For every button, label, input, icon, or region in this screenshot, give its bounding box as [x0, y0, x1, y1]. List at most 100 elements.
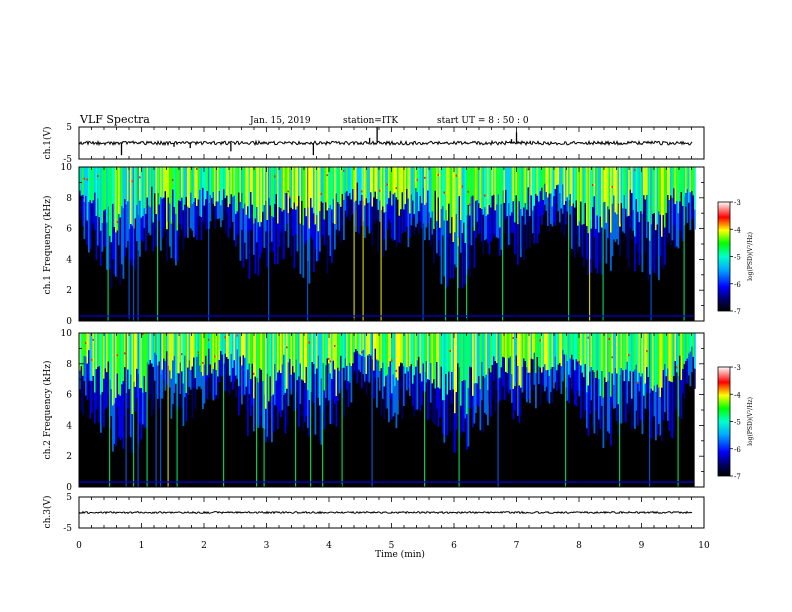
spectrogram-cell — [266, 373, 269, 437]
spectrogram-cell — [190, 333, 192, 371]
spectrogram-cell — [323, 219, 326, 246]
spectrogram-cell — [410, 194, 413, 226]
spectrogram-cell — [467, 205, 470, 270]
spectrogram-cell — [308, 333, 311, 401]
spectrogram-cell — [346, 191, 348, 217]
spectrogram-cell — [373, 333, 375, 371]
spectrogram-cell — [391, 205, 393, 239]
spectrogram-cell — [565, 201, 567, 225]
spectrogram-cell — [230, 167, 233, 195]
spectrogram-cell — [445, 373, 447, 438]
spectrogram-cell — [523, 207, 525, 261]
spectrogram-cell — [206, 375, 209, 400]
spectrogram-cell — [236, 167, 239, 212]
spectrogram-cell — [547, 333, 549, 371]
spectrogram-cell — [115, 167, 117, 233]
spectrogram-cell — [632, 210, 635, 231]
spectrogram-cell — [491, 333, 494, 366]
y-tick-label: 4 — [66, 421, 72, 431]
spectrogram-cell — [127, 333, 129, 370]
spectrogram-cell — [263, 205, 266, 249]
spectrogram-cell — [101, 392, 104, 424]
spectrogram-cell — [511, 374, 513, 403]
spectrogram-cell — [244, 357, 246, 395]
spectrogram-cell — [415, 366, 417, 411]
spectrogram-cell — [694, 333, 696, 369]
spectrogram-cell — [625, 333, 627, 370]
spectrogram-cell — [197, 199, 200, 226]
spectrogram-cell — [256, 207, 258, 243]
spectrogram-cell — [178, 373, 180, 409]
spectrogram-cell — [439, 227, 441, 257]
spectrogram-cell — [284, 167, 287, 194]
spectrogram-cell — [358, 167, 360, 205]
y-tick-label: 8 — [66, 194, 72, 204]
spectrogram-cell — [557, 364, 560, 381]
spectrogram-cell — [685, 361, 687, 385]
spectrogram-cell — [371, 206, 374, 246]
spectrogram-cell — [563, 333, 566, 355]
spectrogram-cell — [623, 381, 626, 423]
spectrogram-cell — [208, 348, 210, 377]
spectrogram-cell — [461, 381, 464, 432]
spectrogram-cell — [275, 194, 278, 229]
spectrogram-cell — [355, 200, 357, 232]
spectrogram-cell — [352, 189, 354, 215]
spectrogram-cell — [190, 167, 192, 193]
spectrogram-cell — [142, 333, 144, 393]
spectrogram-cell — [673, 188, 675, 226]
spectrogram-cell — [248, 363, 251, 395]
spectrogram-cell — [679, 167, 681, 202]
spectrogram-cell — [451, 167, 453, 218]
spectrogram-cell — [79, 370, 81, 390]
spectrogram-cell — [145, 333, 147, 392]
spectrogram-cell — [394, 167, 396, 193]
ch3-waveform-panel: 5-5 — [63, 493, 705, 534]
spectrogram-cell — [472, 333, 474, 396]
spectrogram-cell — [665, 376, 668, 410]
spectrogram-cell — [311, 167, 314, 208]
spectrogram-cell — [592, 207, 594, 261]
spectrogram-cell — [220, 167, 222, 206]
spectrogram-cell — [665, 213, 668, 237]
spectrogram-cell — [506, 167, 509, 217]
spectrogram-cell — [631, 333, 633, 399]
spectrogram-cell — [605, 167, 608, 223]
spectrogram-cell — [586, 333, 588, 393]
spectrogram-cell — [265, 167, 267, 201]
spectrogram-cell — [538, 167, 540, 202]
spectrogram-cell — [283, 354, 285, 396]
spectrogram-cell — [430, 167, 432, 218]
spectrogram-cell — [421, 167, 423, 204]
spectrogram-cell — [83, 333, 86, 356]
spectrogram-cell — [634, 236, 636, 272]
spectrogram-cell — [274, 204, 276, 264]
spectrogram-cell — [652, 333, 654, 391]
spectrogram-cell — [364, 167, 366, 206]
spectrogram-cell — [614, 333, 617, 369]
spectrogram-cell — [566, 361, 569, 401]
spectrogram-cell — [524, 167, 527, 204]
spectrogram-cell — [248, 167, 251, 219]
spectrogram-cell — [271, 167, 273, 217]
spectrogram-cell — [647, 221, 650, 281]
x-tick-label: 10 — [698, 541, 710, 551]
spectrogram-cell — [334, 369, 336, 404]
spectrogram-cell — [470, 367, 473, 409]
spectrogram-cell — [475, 200, 477, 238]
spectrogram-cell — [88, 350, 90, 381]
spectrogram-cell — [542, 167, 545, 201]
spectrogram-cell — [193, 357, 195, 388]
spectrogram-cell — [80, 366, 83, 412]
sferic-streak — [133, 333, 135, 487]
spectrogram-cell — [187, 206, 189, 238]
spectrogram-cell — [506, 333, 509, 374]
spectrogram-cell — [187, 167, 189, 207]
spectrogram-cell — [656, 224, 659, 276]
spectrogram-cell — [364, 357, 366, 382]
spectrogram-speckle — [329, 360, 331, 363]
spectrogram-cell — [215, 370, 218, 396]
spectrogram-cell — [557, 184, 560, 212]
